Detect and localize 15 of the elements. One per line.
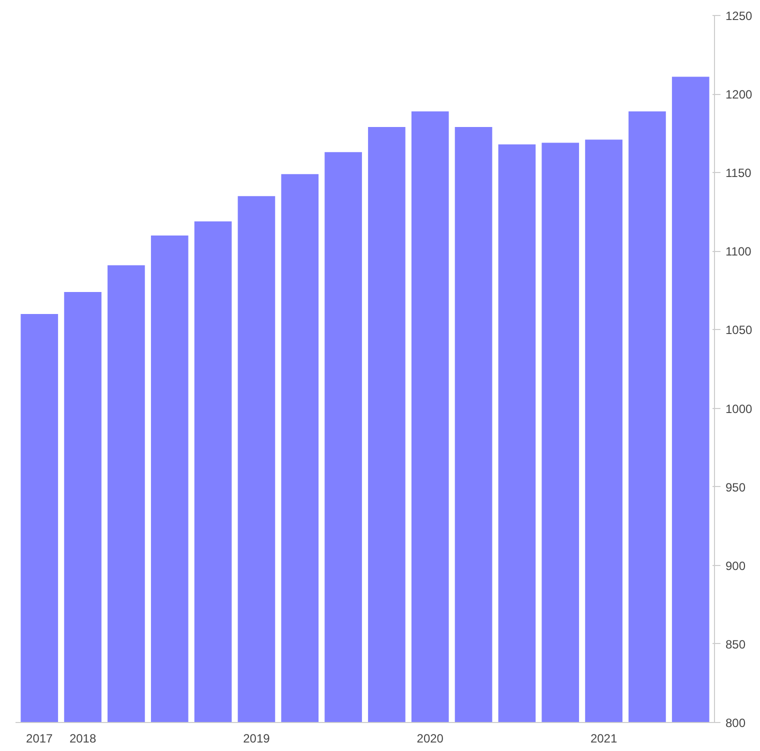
- y-tick-label: 1100: [726, 244, 752, 259]
- y-tick-label: 900: [726, 558, 746, 573]
- x-tick-label: 2019: [243, 732, 270, 746]
- y-tick-label: 1250: [726, 9, 753, 23]
- y-tick-label: 1200: [726, 88, 753, 102]
- x-tick-label: 2020: [416, 732, 444, 746]
- y-tick-label: 850: [726, 637, 746, 652]
- y-tick-label: 1150: [726, 166, 752, 180]
- y-tick-label: 800: [726, 716, 746, 730]
- x-tick-label: 2018: [69, 732, 96, 746]
- y-tick-label: 1000: [726, 402, 753, 416]
- y-tick-label: 950: [726, 480, 746, 494]
- x-tick-label: 2021: [590, 732, 618, 746]
- y-tick-label: 1050: [726, 323, 753, 338]
- x-tick-label: 2017: [26, 732, 54, 746]
